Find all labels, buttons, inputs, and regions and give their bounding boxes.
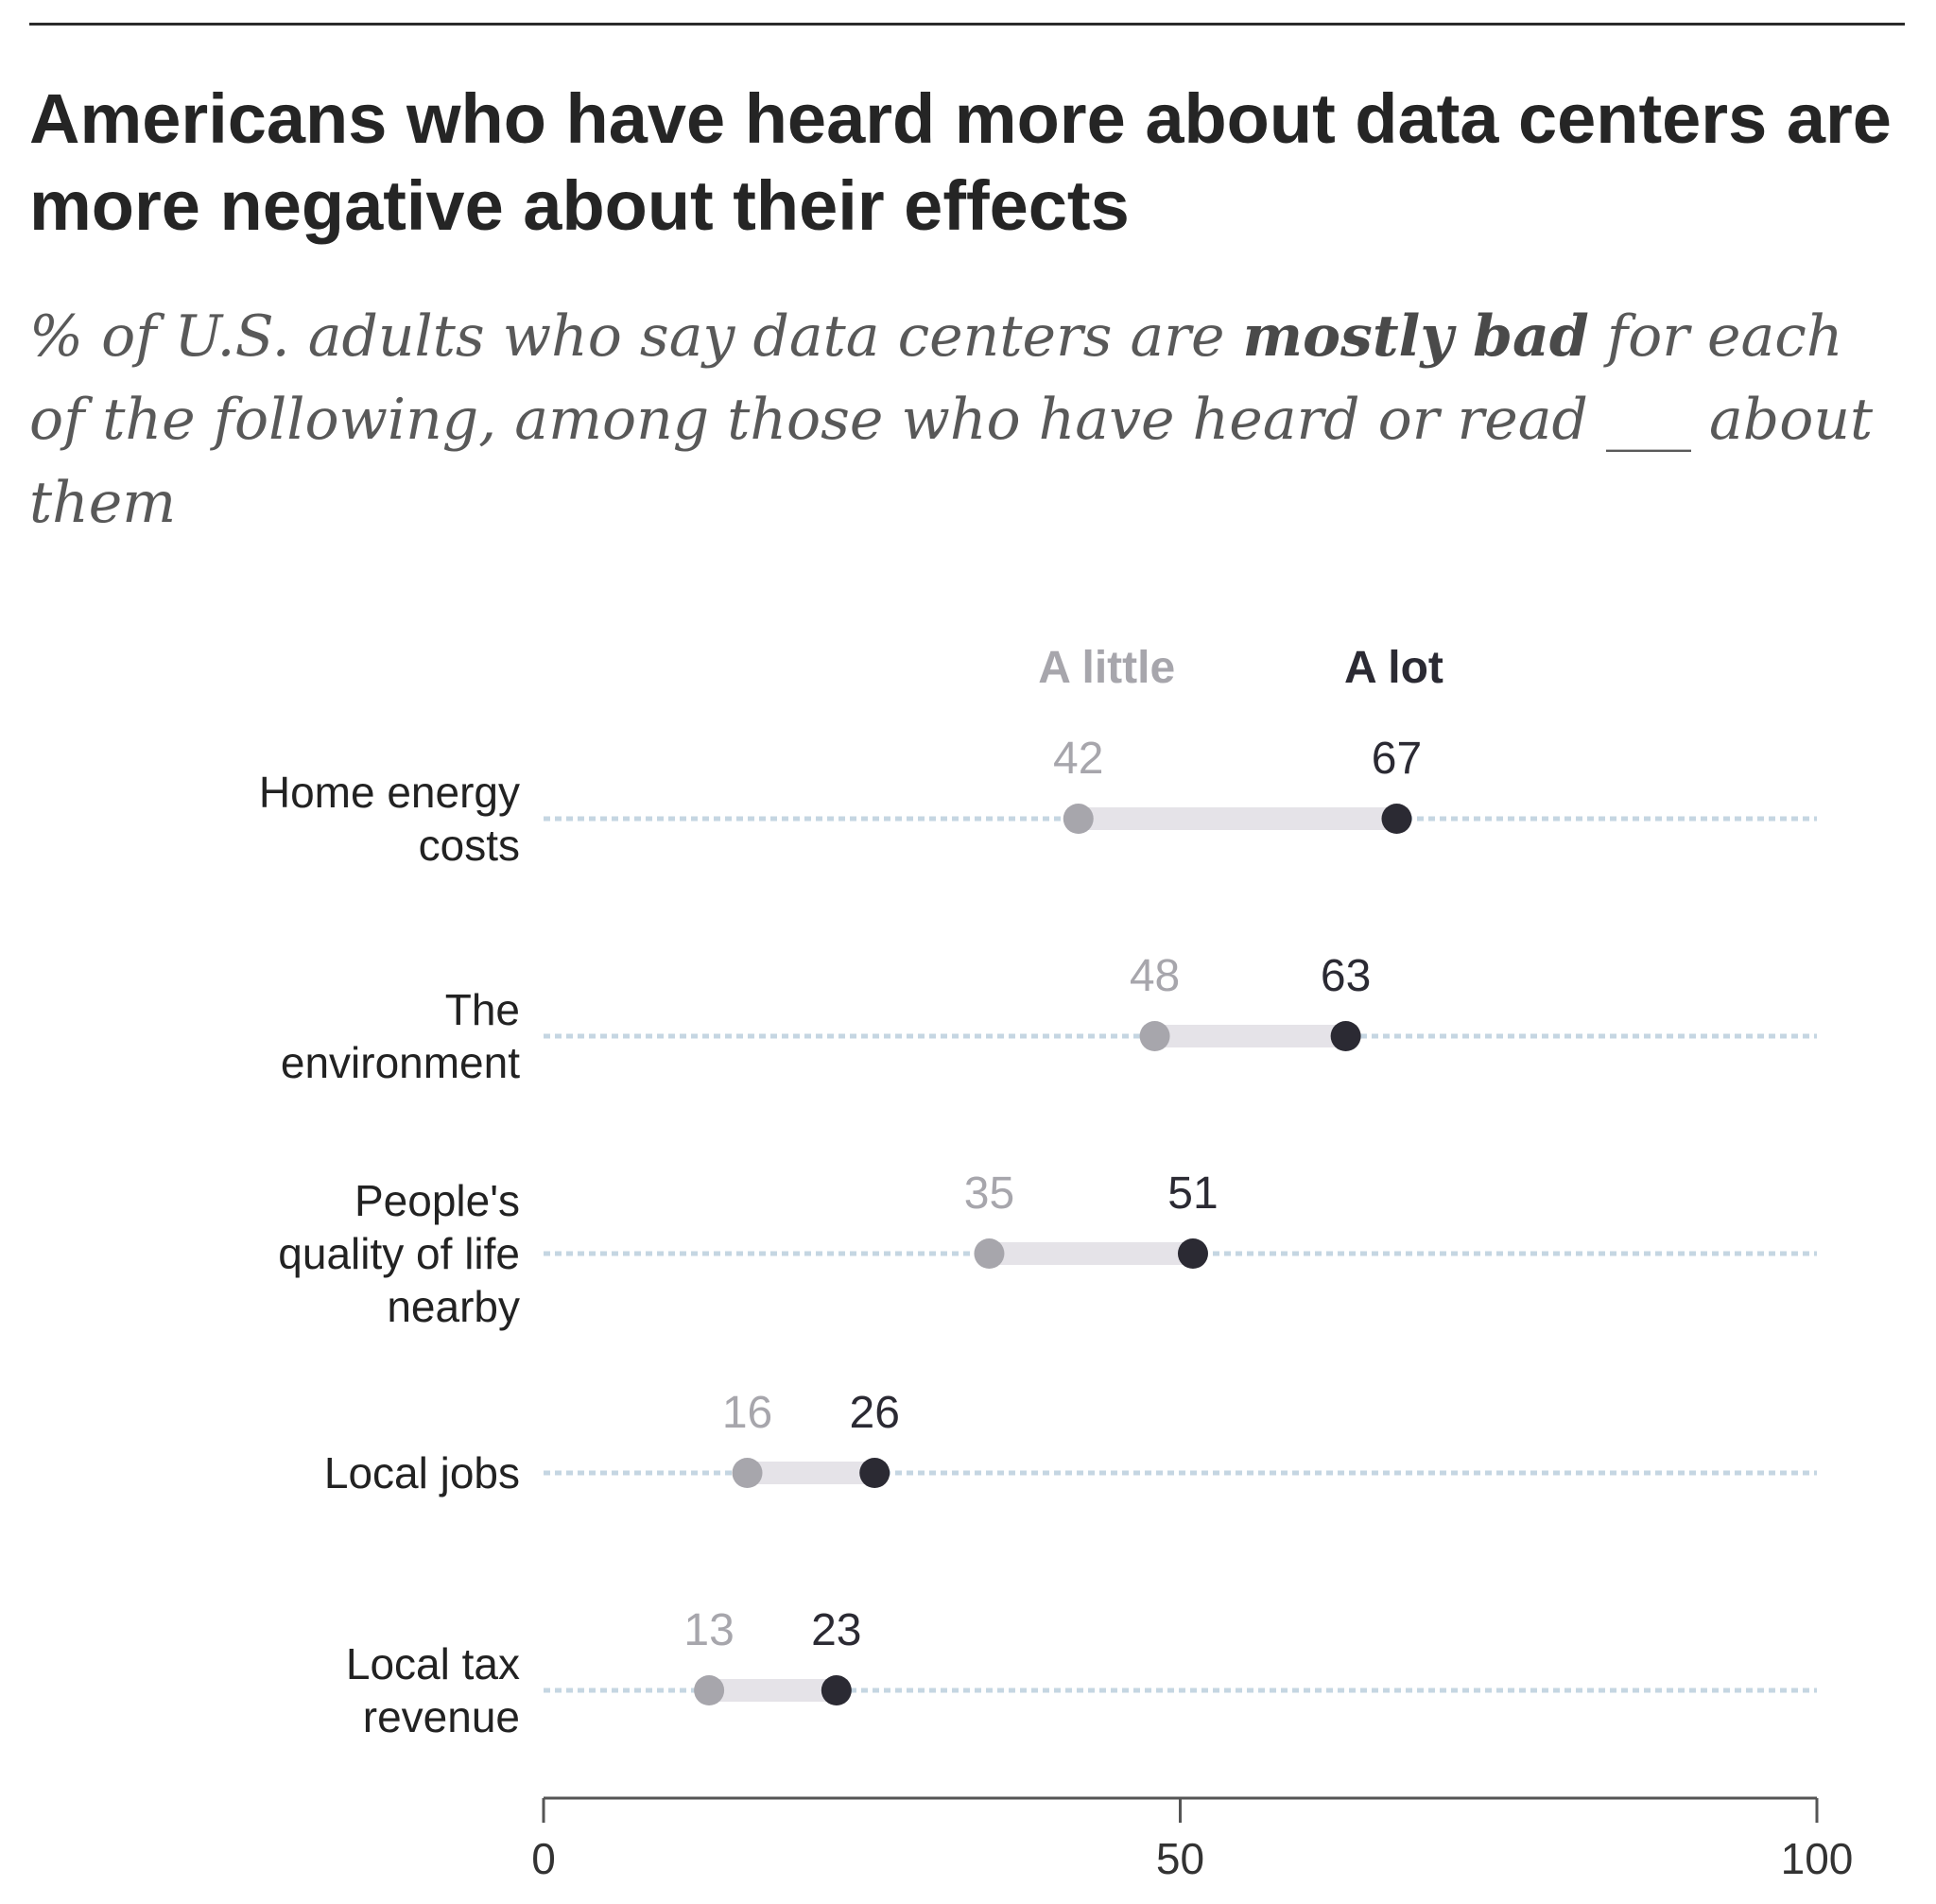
top-rule [29, 23, 1905, 26]
dot-a-little [1063, 804, 1094, 834]
dot-a-little [694, 1675, 725, 1705]
subtitle-emphasis: mostly bad [1242, 303, 1589, 370]
legend-a-little: A little [1038, 643, 1175, 693]
category-label: revenue [363, 1692, 520, 1741]
category-label: nearby [387, 1282, 520, 1331]
value-label-a-little: 13 [683, 1605, 734, 1655]
x-axis-tick-label: 0 [531, 1834, 556, 1883]
category-label: costs [419, 821, 520, 870]
x-axis-tick-label: 100 [1781, 1834, 1854, 1883]
legend-a-lot: A lot [1344, 643, 1443, 693]
value-label-a-little: 42 [1053, 734, 1103, 784]
category-label: People's [354, 1176, 520, 1225]
x-axis-tick-label: 50 [1156, 1834, 1204, 1883]
category-label: The [445, 985, 520, 1034]
dot-a-lot [1177, 1238, 1208, 1269]
subtitle-text-before: % of U.S. adults who say data centers ar… [29, 303, 1243, 370]
value-label-a-little: 16 [722, 1388, 772, 1438]
subtitle-text-after: for each of the following, among those w… [29, 303, 1874, 536]
value-label-a-lot: 67 [1372, 734, 1422, 784]
dot-a-little [1139, 1021, 1170, 1051]
dot-a-little [732, 1458, 763, 1488]
dot-a-lot [1381, 804, 1412, 834]
dot-a-lot [821, 1675, 852, 1705]
value-label-a-little: 35 [964, 1168, 1014, 1219]
value-label-a-little: 48 [1130, 951, 1180, 1001]
chart-subtitle: % of U.S. adults who say data centers ar… [29, 295, 1910, 545]
value-label-a-lot: 63 [1321, 951, 1371, 1001]
category-label: Local jobs [324, 1448, 520, 1497]
dot-a-little [974, 1238, 1005, 1269]
dot-a-lot [859, 1458, 890, 1488]
value-label-a-lot: 23 [811, 1605, 861, 1655]
category-label: quality of life [278, 1229, 520, 1278]
category-label: Home energy [259, 768, 520, 817]
category-label: environment [281, 1038, 520, 1087]
value-label-a-lot: 51 [1167, 1168, 1218, 1219]
category-label: Local tax [346, 1639, 520, 1688]
chart-title: Americans who have heard more about data… [29, 79, 1892, 245]
dot-a-lot [1330, 1021, 1361, 1051]
value-label-a-lot: 26 [850, 1388, 900, 1438]
